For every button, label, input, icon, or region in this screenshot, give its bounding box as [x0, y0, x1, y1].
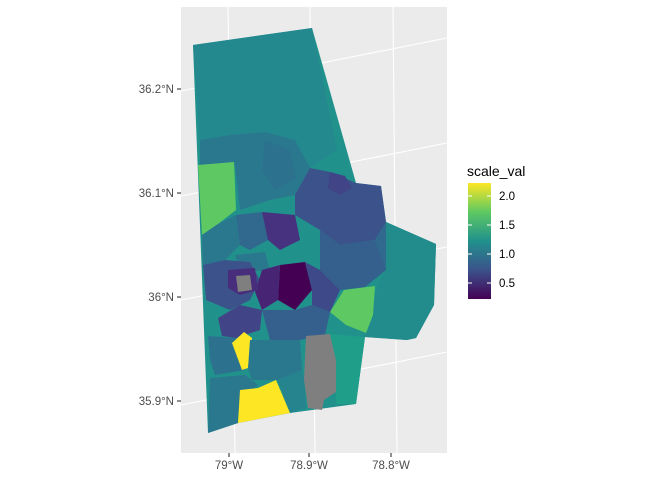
county-regions [193, 28, 436, 433]
region-east-green [330, 286, 375, 333]
y-axis [177, 88, 181, 402]
legend-label: 1.5 [499, 220, 515, 232]
region-ne-4 [375, 222, 386, 270]
region-west-2 [236, 212, 268, 250]
region-yellow-1 [232, 332, 252, 370]
region-ne-3 [320, 230, 386, 290]
region-west-3 [262, 212, 300, 250]
legend-label: 2.0 [499, 191, 515, 203]
y-tick-label: 35.9°N [139, 396, 174, 408]
region-missing-1 [236, 275, 252, 292]
region-yellow-2 [238, 380, 290, 423]
region-center-2 [255, 265, 280, 310]
region-sc-1 [218, 305, 262, 338]
legend-title: scale_val [467, 163, 525, 179]
region-sc-2 [262, 305, 330, 340]
region-missing-2 [304, 334, 336, 410]
region-se-2 [278, 370, 306, 413]
region-east [365, 222, 436, 340]
y-tick-label: 36.2°N [139, 84, 174, 96]
region-ne-1 [295, 168, 386, 245]
region-se-1 [330, 334, 365, 404]
region-north-large [193, 28, 337, 168]
region-center-1 [278, 262, 312, 310]
region-west-1 [202, 215, 240, 265]
x-tick-label: 78.8°W [372, 460, 410, 472]
region-center-3 [305, 262, 340, 312]
legend-colorbar-ticks [468, 195, 491, 284]
legend-colorbar [468, 183, 491, 299]
region-sc-4 [248, 340, 302, 380]
legend-label: 0.5 [499, 278, 515, 290]
y-tick-label: 36.1°N [139, 188, 174, 200]
legend-label: 1.0 [499, 249, 515, 261]
y-tick-label: 36°N [148, 292, 174, 304]
x-tick-label: 78.9°W [290, 460, 328, 472]
legend: scale_val 2.0 1.5 1.0 0.5 [467, 163, 525, 299]
region-north-mid-2 [262, 140, 296, 190]
x-tick-label: 79°W [215, 460, 243, 472]
region-ne-2 [328, 172, 352, 195]
x-axis [228, 453, 392, 457]
region-green-west [198, 162, 236, 235]
